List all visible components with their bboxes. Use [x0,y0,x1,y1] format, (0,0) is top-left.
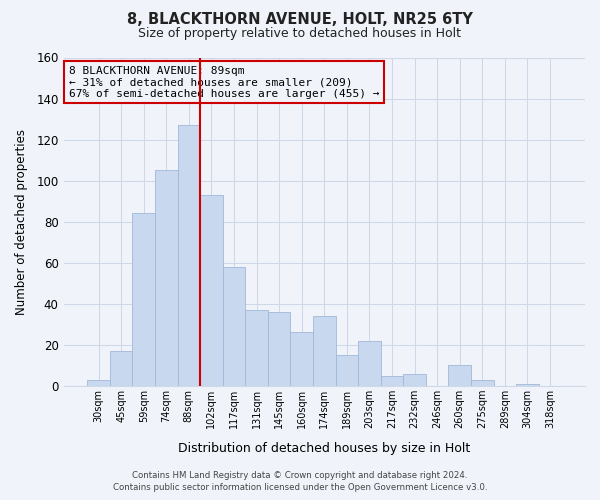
Bar [403,374,426,386]
Bar [178,125,200,386]
Text: Size of property relative to detached houses in Holt: Size of property relative to detached ho… [139,28,461,40]
Bar [290,332,313,386]
Bar [313,316,335,386]
Bar [381,376,403,386]
Bar [133,214,155,386]
Bar [268,312,290,386]
Bar [155,170,178,386]
Bar [471,380,494,386]
Y-axis label: Number of detached properties: Number of detached properties [15,128,28,314]
Text: 8, BLACKTHORN AVENUE, HOLT, NR25 6TY: 8, BLACKTHORN AVENUE, HOLT, NR25 6TY [127,12,473,28]
Bar [358,340,381,386]
Bar [448,366,471,386]
Bar [516,384,539,386]
Text: 8 BLACKTHORN AVENUE: 89sqm
← 31% of detached houses are smaller (209)
67% of sem: 8 BLACKTHORN AVENUE: 89sqm ← 31% of deta… [69,66,379,99]
Bar [87,380,110,386]
X-axis label: Distribution of detached houses by size in Holt: Distribution of detached houses by size … [178,442,470,455]
Bar [110,351,133,386]
Bar [245,310,268,386]
Bar [200,195,223,386]
Bar [223,267,245,386]
Bar [335,355,358,386]
Text: Contains HM Land Registry data © Crown copyright and database right 2024.
Contai: Contains HM Land Registry data © Crown c… [113,471,487,492]
